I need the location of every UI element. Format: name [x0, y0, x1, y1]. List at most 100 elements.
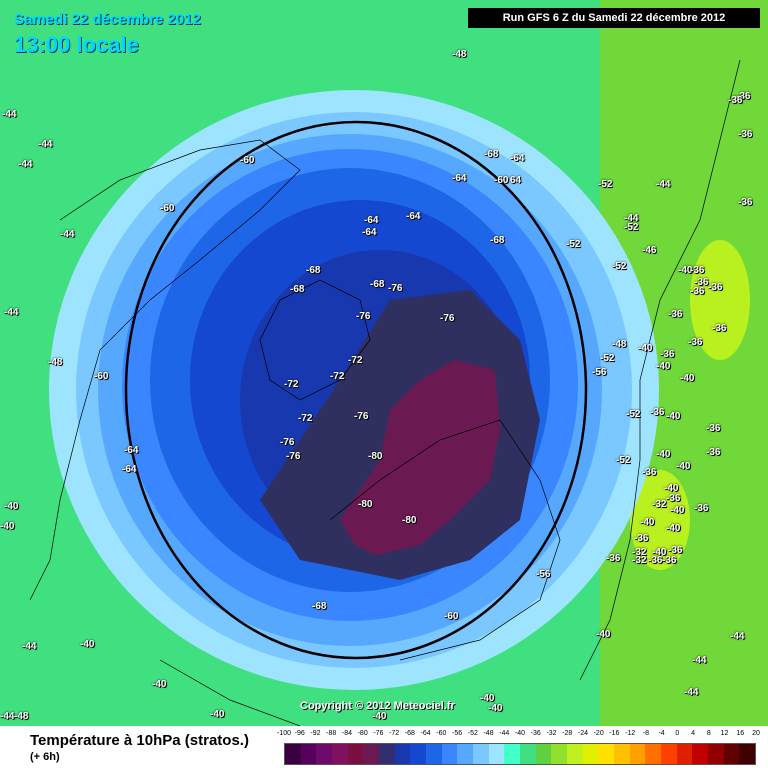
isotherm-label: -40	[596, 629, 611, 640]
isotherm-label: -52	[612, 261, 627, 272]
isotherm-label: -80	[368, 451, 383, 462]
isotherm-label: -52	[626, 409, 641, 420]
isotherm-label: -36	[634, 533, 649, 544]
legend-footer: Température à 10hPa (stratos.) (+ 6h) -1…	[0, 726, 768, 768]
isotherm-label: -72	[330, 371, 345, 382]
coastline-africa	[159, 659, 301, 726]
isotherm-label: -72	[348, 355, 363, 366]
isotherm-label: -68	[370, 279, 385, 290]
coastline-europe	[329, 419, 561, 661]
legend-title: Température à 10hPa (stratos.)	[30, 732, 249, 749]
isotherm-label: -48	[48, 357, 63, 368]
isotherm-label: -36	[690, 286, 705, 297]
color-scale: -100 -96 -92 -88 -84 -80 -76 -72 -68 -64 -60 -56 -52…	[277, 730, 760, 765]
color-scale-tick: -72	[389, 730, 400, 737]
color-scale-swatch	[661, 744, 677, 764]
color-scale-swatch	[535, 744, 552, 764]
isotherm-label: -40	[4, 501, 19, 512]
color-scale-swatch	[708, 744, 724, 764]
isotherm-label: -36	[648, 555, 663, 566]
isotherm-label: -64	[452, 173, 467, 184]
color-scale-tick: -40	[514, 730, 526, 737]
isotherm-label: -40	[488, 703, 503, 714]
color-scale-tick: 16	[736, 730, 745, 737]
isotherm-label: -44	[60, 229, 75, 240]
color-scale-tick: -20	[593, 730, 604, 737]
color-scale-tick: -36	[530, 730, 541, 737]
isotherm-label: -32	[632, 555, 647, 566]
isotherm-label: -60	[160, 203, 175, 214]
isotherm-label: -36	[660, 349, 675, 360]
isotherm-label: -36	[708, 282, 723, 293]
color-scale-swatch	[692, 744, 709, 764]
isotherm-label: -36	[694, 277, 709, 288]
color-scale-tick: 4	[691, 730, 696, 737]
isotherm-label: -36	[728, 95, 743, 106]
color-scale-swatch	[598, 744, 615, 764]
coastline-greenland	[259, 279, 371, 401]
color-scale-tick: -68	[404, 730, 415, 737]
isotherm-label: -40	[638, 343, 653, 354]
color-scale-tick: -4	[658, 730, 665, 737]
isotherm-label: -36	[650, 407, 665, 418]
isotherm-label: -36	[694, 503, 709, 514]
isotherm-label: -40	[640, 517, 655, 528]
vortex-core-coldest	[340, 360, 500, 555]
color-scale-tick: -60	[436, 730, 447, 737]
isotherm-label: -36	[666, 493, 681, 504]
isotherm-label: -76	[354, 411, 369, 422]
isotherm-label: -68	[490, 235, 505, 246]
isotherm-label: -44	[656, 179, 671, 190]
isotherm-label: -32	[632, 547, 647, 558]
isotherm-label: -52	[566, 239, 581, 250]
isotherm-label: -64	[362, 227, 377, 238]
isotherm-label: -52	[598, 179, 613, 190]
isotherm-label: -80	[402, 515, 417, 526]
color-scale-swatch	[332, 744, 348, 764]
isotherm-label: -46	[642, 245, 657, 256]
color-scale-swatch	[614, 744, 630, 764]
color-scale-tick: -16	[609, 730, 620, 737]
isotherm-label: -64	[364, 215, 379, 226]
isotherm-label: -40	[80, 639, 95, 650]
color-scale-tick: -96	[294, 730, 305, 737]
isotherm-label: -76	[280, 437, 295, 448]
isotherm-label: -36	[662, 555, 677, 566]
color-scale-tick: -24	[577, 730, 588, 737]
color-scale-swatch	[316, 744, 333, 764]
map-time: 13:00 locale	[14, 32, 139, 57]
isotherm-label: -40	[480, 693, 495, 704]
isotherm-label: -36	[738, 129, 753, 140]
isotherm-label: -60	[494, 175, 509, 186]
isotherm-label: -40	[656, 361, 671, 372]
isotherm-label: 64	[510, 175, 522, 186]
isotherm-label: -40	[0, 521, 15, 532]
isotherm-label: -44	[0, 711, 15, 722]
isotherm-label: -36	[736, 91, 751, 102]
color-scale-swatch	[285, 744, 301, 764]
isotherm-label: -48	[14, 711, 29, 722]
color-scale-tick: -88	[326, 730, 337, 737]
isotherm-label: -64	[406, 211, 421, 222]
isotherm-label: -56	[592, 367, 607, 378]
isotherm-label: -40	[680, 373, 695, 384]
color-scale-swatch	[645, 744, 662, 764]
color-scale-swatch	[504, 744, 521, 764]
isotherm-label: -36	[738, 197, 753, 208]
isotherm-label: -52	[616, 455, 631, 466]
isotherm-label: -40	[210, 709, 225, 720]
isotherm-label: -76	[356, 311, 371, 322]
color-scale-swatch	[739, 744, 756, 764]
color-scale-tick: -28	[562, 730, 573, 737]
isotherm-label: -76	[388, 283, 403, 294]
isotherm-label: -44	[4, 307, 19, 318]
isotherm-label: -44	[624, 213, 639, 224]
isotherm-label: -40	[656, 449, 671, 460]
color-scale-swatch	[441, 744, 458, 764]
isotherm-label: -72	[284, 379, 299, 390]
isotherm-label: -68	[290, 284, 305, 295]
isotherm-label: -48	[612, 339, 627, 350]
color-scale-tick: 8	[706, 730, 711, 737]
color-scale-swatch	[347, 744, 364, 764]
isotherm-label: -44	[692, 655, 707, 666]
